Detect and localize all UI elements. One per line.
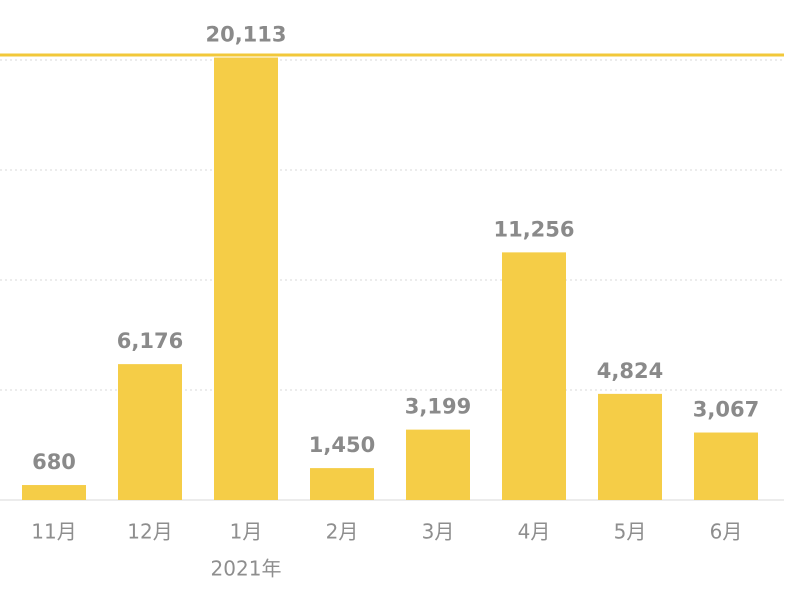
bar xyxy=(598,393,662,500)
value-label: 3,067 xyxy=(693,398,759,422)
x-tick-label: 2月 xyxy=(326,520,359,544)
bar xyxy=(406,429,470,500)
value-label: 11,256 xyxy=(493,217,574,241)
value-label: 1,450 xyxy=(309,433,375,457)
bar xyxy=(22,485,86,500)
x-tick-label: 5月 xyxy=(614,520,647,544)
x-tick-label: 3月 xyxy=(422,520,455,544)
bar xyxy=(310,468,374,500)
bar xyxy=(214,57,278,500)
value-label: 20,113 xyxy=(205,23,286,47)
bar xyxy=(502,252,566,500)
x-tick-label: 4月 xyxy=(518,520,551,544)
value-label: 4,824 xyxy=(597,359,663,383)
bar xyxy=(694,432,758,500)
x-tick-label: 11月 xyxy=(31,520,76,544)
value-label: 3,199 xyxy=(405,395,471,419)
value-label: 6,176 xyxy=(117,329,183,353)
x-tick-label: 6月 xyxy=(710,520,743,544)
bar xyxy=(118,364,182,500)
year-label: 2021年 xyxy=(211,557,282,581)
x-tick-label: 1月 xyxy=(230,520,263,544)
x-tick-label: 12月 xyxy=(127,520,172,544)
value-label: 680 xyxy=(32,450,76,474)
